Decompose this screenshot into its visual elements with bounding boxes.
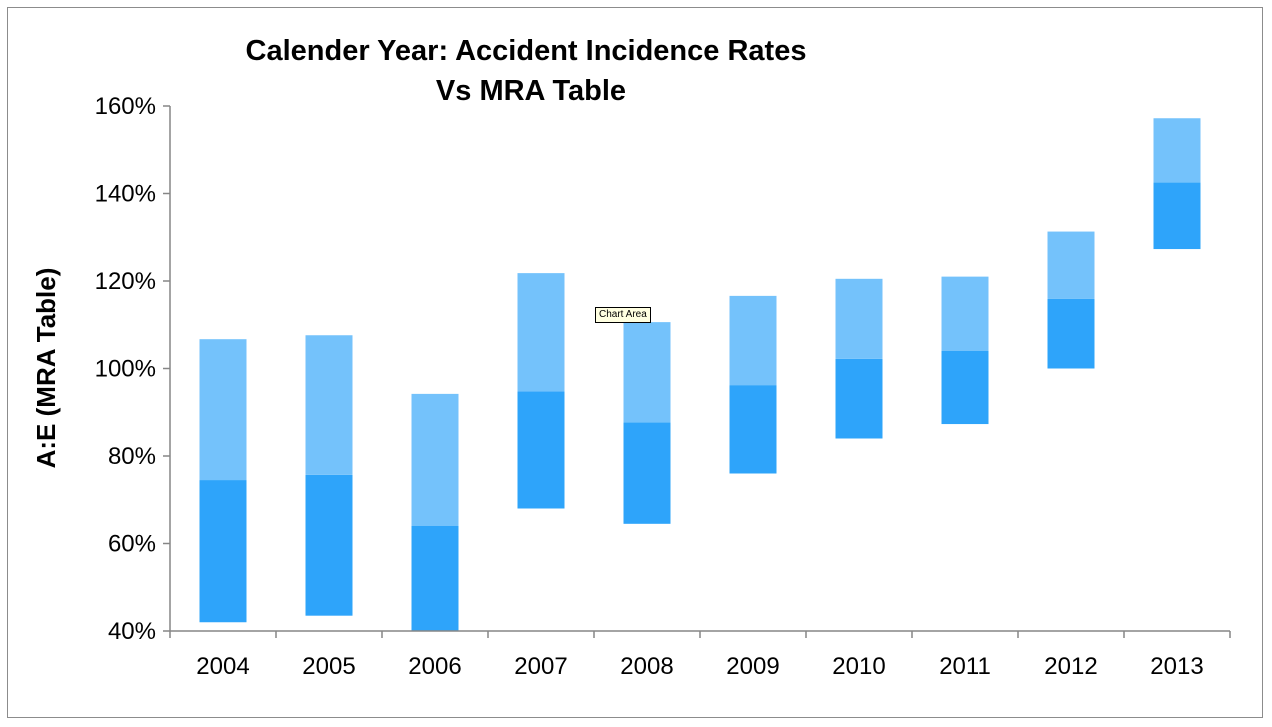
x-tick-label: 2010 xyxy=(832,653,885,680)
bar-lower-2013 xyxy=(1153,182,1201,250)
bar-upper-2005 xyxy=(305,335,353,475)
bar-lower-2004 xyxy=(199,480,247,623)
bar-upper-2010 xyxy=(835,278,883,359)
bar-upper-2004 xyxy=(199,339,247,481)
bar-upper-2013 xyxy=(1153,118,1201,183)
plot-area: 40% 60% 80% 100% 120% 140% 160% 2004 2005 2006 200… xyxy=(95,93,1231,680)
bar-upper-2012 xyxy=(1047,231,1095,299)
x-tick-label: 2004 xyxy=(196,653,249,680)
bar-lower-2007 xyxy=(517,391,565,509)
bar-upper-2011 xyxy=(941,276,989,351)
bar-lower-2005 xyxy=(305,474,353,616)
chart-title: Calender Year: Accident Incidence Rates … xyxy=(246,35,807,107)
y-tick-label: 100% xyxy=(95,356,156,383)
bar-lower-2011 xyxy=(941,351,989,425)
chart-area-tooltip: Chart Area xyxy=(595,307,651,323)
y-tick-label: 60% xyxy=(108,531,156,558)
x-tick-label: 2013 xyxy=(1150,653,1203,680)
bar-upper-2008 xyxy=(623,322,671,423)
bar-upper-2006 xyxy=(411,393,459,526)
x-tick-label: 2009 xyxy=(726,653,779,680)
x-tick-label: 2011 xyxy=(939,653,991,680)
chart-title-line-2: Vs MRA Table xyxy=(436,75,626,107)
chart-title-line-1: Calender Year: Accident Incidence Rates xyxy=(246,35,807,67)
y-tick-label: 80% xyxy=(108,443,156,470)
y-tick-label: 120% xyxy=(95,268,156,295)
x-tick-label: 2007 xyxy=(514,653,567,680)
y-tick-label: 160% xyxy=(95,93,156,120)
y-tick-label: 140% xyxy=(95,181,156,208)
x-tick-label: 2008 xyxy=(620,653,673,680)
x-tick-label: 2012 xyxy=(1044,653,1097,680)
x-tick-label: 2005 xyxy=(302,653,355,680)
y-tick-label: 40% xyxy=(108,618,156,645)
bar-upper-2007 xyxy=(517,273,565,392)
bar-lower-2010 xyxy=(835,358,883,439)
y-axis-label: A:E (MRA Table) xyxy=(31,268,61,469)
bar-lower-2008 xyxy=(623,422,671,524)
x-tick-label: 2006 xyxy=(408,653,461,680)
bar-lower-2006 xyxy=(411,526,459,631)
bar-upper-2009 xyxy=(729,295,777,386)
bar-lower-2012 xyxy=(1047,298,1095,369)
bar-lower-2009 xyxy=(729,385,777,474)
